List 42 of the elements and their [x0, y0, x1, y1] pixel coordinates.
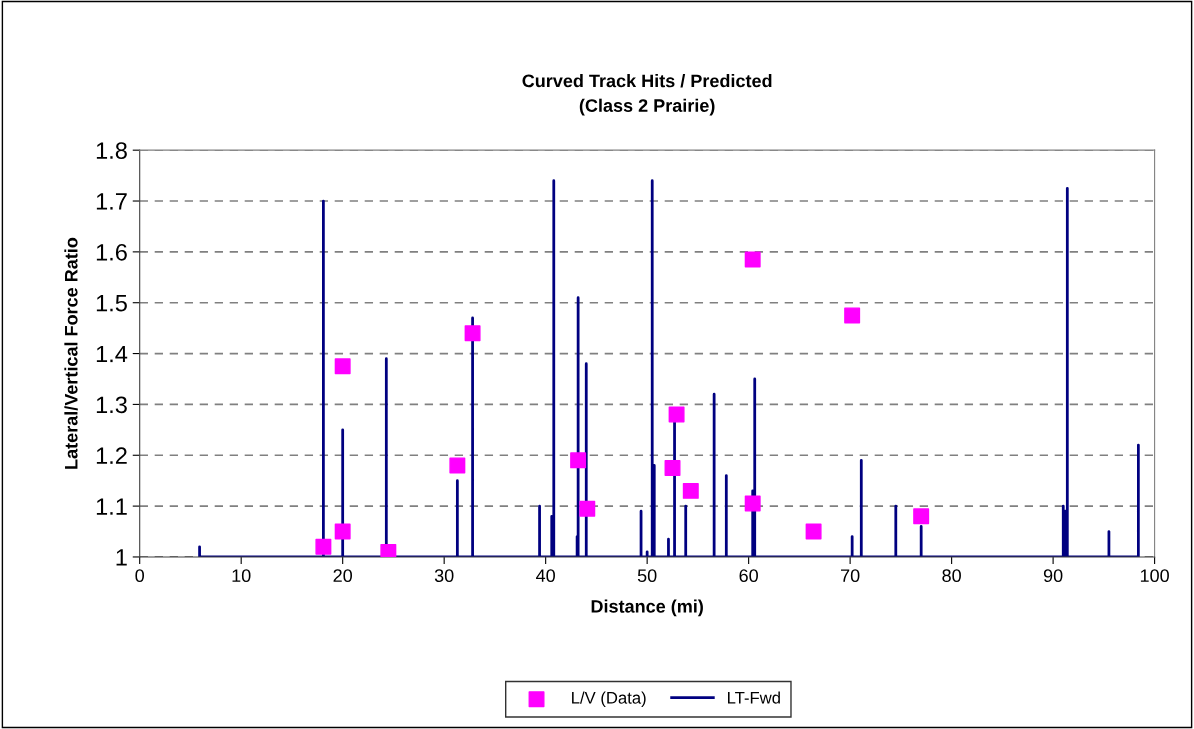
x-tick-label: 80	[942, 569, 961, 583]
chart-title: Curved Track Hits / Predicted (Class 2 Prairie)	[522, 74, 772, 116]
point	[315, 538, 332, 555]
y-tick-label: 1.3	[96, 396, 127, 414]
x-tick-label: 60	[739, 569, 758, 583]
point	[744, 495, 761, 512]
y-tick-label: 1.2	[96, 447, 127, 464]
x-tick-label: 40	[536, 569, 555, 583]
point	[380, 543, 397, 557]
y-axis-title: Lateral/Vertical Force Ratio	[64, 237, 78, 469]
point	[579, 500, 596, 517]
y-tick-label: 1.7	[96, 193, 127, 210]
x-tick-label: 100	[1140, 569, 1169, 583]
point	[334, 358, 351, 375]
point	[744, 251, 761, 268]
x-tick-label: 90	[1043, 569, 1063, 583]
point	[449, 457, 466, 474]
point	[805, 523, 822, 540]
x-tick-label: 20	[333, 569, 353, 583]
legend-label: L/V (Data)	[572, 691, 646, 708]
x-tick-label: 10	[232, 569, 251, 583]
point	[913, 508, 930, 525]
legend-label: LT-Fwd	[728, 691, 780, 704]
x-tick-label: 50	[637, 569, 657, 583]
point	[664, 459, 681, 476]
y-tick-label: 1.1	[96, 498, 127, 515]
y-tick-label: 1.5	[96, 295, 127, 312]
y-tick-label: 1.8	[96, 142, 127, 159]
y-tick-label: 1	[116, 549, 127, 566]
point	[844, 307, 861, 324]
point	[570, 452, 587, 469]
x-tick-label: 70	[841, 569, 860, 583]
x-tick-label: 0	[135, 569, 145, 583]
point	[464, 325, 481, 342]
point	[334, 523, 351, 540]
point	[668, 406, 685, 423]
point	[682, 482, 699, 499]
y-tick-label: 1.6	[96, 243, 127, 261]
line-series	[198, 179, 1140, 557]
x-axis-title: Distance (mi)	[591, 599, 703, 617]
x-tick-label: 30	[434, 569, 454, 583]
y-tick-label: 1.4	[96, 345, 128, 363]
